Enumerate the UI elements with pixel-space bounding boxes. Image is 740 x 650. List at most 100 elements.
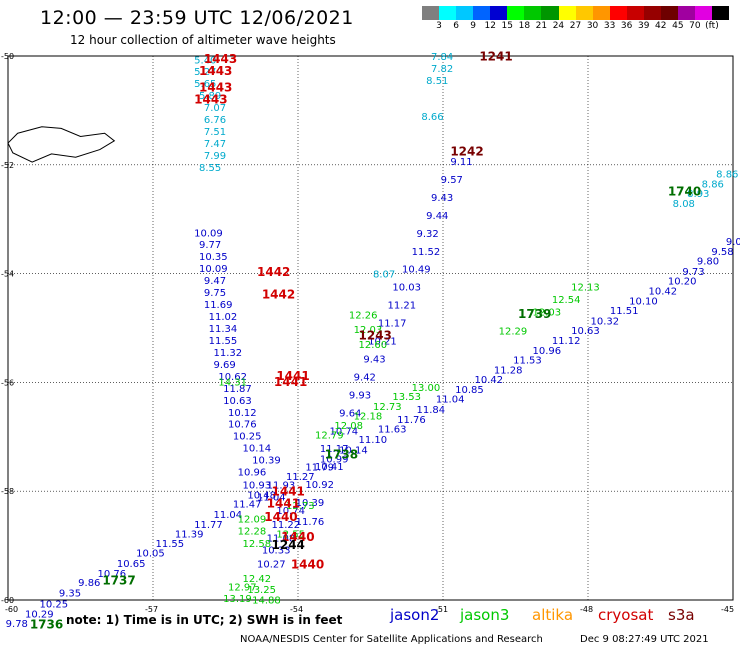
wave-height-label: 5.27 (194, 67, 216, 78)
wave-height-label: 9.77 (199, 240, 221, 251)
wave-height-label: 11.04 (214, 510, 243, 521)
legend-label: 21 (535, 21, 548, 31)
legend-label: 39 (637, 21, 650, 31)
wave-height-label: 10.05 (136, 549, 165, 560)
wave-height-label: 7.07 (204, 103, 226, 114)
wave-height-label: 9.43 (431, 193, 453, 204)
satellite-cryosat: cryosat (598, 606, 654, 624)
wave-height-label: 8.55 (199, 163, 221, 174)
wave-height-label: 10.32 (591, 316, 620, 327)
legend-swatch (490, 6, 508, 20)
wave-height-label: 12.18 (354, 412, 383, 423)
wave-height-label: 5.89 (199, 91, 221, 102)
wave-height-label: 5.40 (194, 55, 216, 66)
pass-time-label: 1242 (450, 145, 483, 159)
satellite-s3a: s3a (668, 606, 695, 624)
wave-height-label: 11.27 (286, 472, 315, 483)
wave-height-label: 7.82 (431, 64, 453, 75)
legend-swatch (524, 6, 542, 20)
wave-height-label: 9.57 (441, 175, 463, 186)
legend-label: 9 (470, 21, 477, 31)
wave-height-label: 11.04 (436, 395, 465, 406)
wave-height-label: 10.85 (455, 385, 484, 396)
wave-height-label: 11.34 (209, 324, 238, 335)
wave-height-label: 7.47 (204, 139, 226, 150)
wave-height-label: 12.28 (238, 526, 267, 537)
legend-swatch (626, 6, 644, 20)
wave-height-label: 12.58 (243, 539, 272, 550)
pass-time-label: 1440 (264, 510, 297, 524)
color-scale-legend (422, 6, 730, 20)
y-tick-label: -54 (1, 270, 14, 279)
legend-label: 70 (689, 21, 701, 31)
wave-height-label: 11.22 (272, 520, 301, 531)
wave-height-label: 10.48 (247, 490, 276, 501)
pass-time-label: 1441 (267, 497, 300, 511)
wave-height-label: 12.79 (315, 431, 344, 442)
wave-height-label: 10.09 (199, 264, 228, 275)
wave-height-label: 10.41 (315, 462, 344, 473)
legend-swatch (507, 6, 525, 20)
satellite-altika: altika (532, 606, 574, 624)
wave-height-label: 11.17 (320, 444, 349, 455)
generated-time: Dec 9 08:27:49 UTC 2021 (580, 634, 709, 645)
pass-time-label: 1739 (518, 307, 551, 321)
wave-height-label: 9.73 (682, 267, 704, 278)
legend-swatch (422, 6, 440, 20)
wave-height-label: 11.10 (359, 435, 388, 446)
wave-height-label: 11.47 (233, 500, 262, 511)
pass-time-label: 1443 (194, 92, 227, 106)
wave-height-label: 11.55 (209, 336, 238, 347)
wave-height-label: 12.97 (228, 582, 257, 593)
y-tick-label: -50 (1, 52, 14, 61)
legend-label: 27 (569, 21, 582, 31)
wave-height-label: 12.03 (533, 308, 562, 319)
wave-height-label: 10.35 (199, 252, 228, 263)
page-title: 12:00 — 23:59 UTC 12/06/2021 (40, 7, 354, 29)
wave-height-label: 7.51 (204, 127, 226, 138)
pass-time-label: 1738 (325, 448, 358, 462)
wave-height-label: 6.76 (204, 115, 226, 126)
wave-height-label: 9.58 (711, 247, 733, 258)
wave-height-label: 13.19 (223, 594, 252, 605)
wave-height-label: 10.27 (257, 560, 286, 571)
pass-time-label: 1441 (272, 485, 305, 499)
wave-height-label: 10.42 (649, 286, 678, 297)
wave-height-label: 10.33 (262, 545, 291, 556)
wave-height-label: 13.53 (392, 392, 421, 403)
legend-swatch (660, 6, 678, 20)
wave-height-label: 10.76 (228, 420, 257, 431)
satellite-jason2: jason2 (390, 606, 440, 624)
wave-height-label: 11.87 (223, 384, 252, 395)
wave-height-label: 9.78 (6, 619, 28, 630)
y-tick-label: -52 (1, 161, 14, 170)
coastline-shape (7, 126, 116, 163)
pass-time-label: 1441 (276, 369, 309, 383)
wave-height-label: 11.17 (378, 319, 407, 330)
wave-height-label: 10.74 (276, 506, 305, 517)
wave-height-label: 9.11 (450, 157, 472, 168)
pass-time-label: 1442 (262, 288, 295, 302)
wave-height-label: 11.28 (494, 365, 523, 376)
x-tick-label: -48 (580, 605, 593, 614)
wave-height-label: 8.66 (421, 112, 443, 123)
wave-height-label: 12.42 (243, 574, 272, 585)
wave-height-label: 12.08 (334, 421, 363, 432)
x-tick-label: -60 (5, 605, 18, 614)
wave-height-label: 10.20 (668, 277, 697, 288)
wave-height-label: 9.75 (204, 288, 226, 299)
pass-time-label: 1244 (272, 538, 305, 552)
wave-height-label: 10.62 (218, 372, 247, 383)
wave-height-label: 10.96 (533, 346, 562, 357)
wave-height-label: 11.69 (204, 300, 233, 311)
wave-height-label: 13.00 (412, 383, 441, 394)
wave-height-label: 10.10 (629, 296, 658, 307)
wave-height-label: 10.14 (243, 444, 272, 455)
wave-height-label: 11.76 (397, 415, 426, 426)
x-tick-label: -57 (145, 605, 158, 614)
wave-height-label: 8.51 (426, 76, 448, 87)
pass-time-label: 1443 (199, 64, 232, 78)
legend-swatch (592, 6, 610, 20)
wave-height-label: 9.80 (697, 257, 719, 268)
